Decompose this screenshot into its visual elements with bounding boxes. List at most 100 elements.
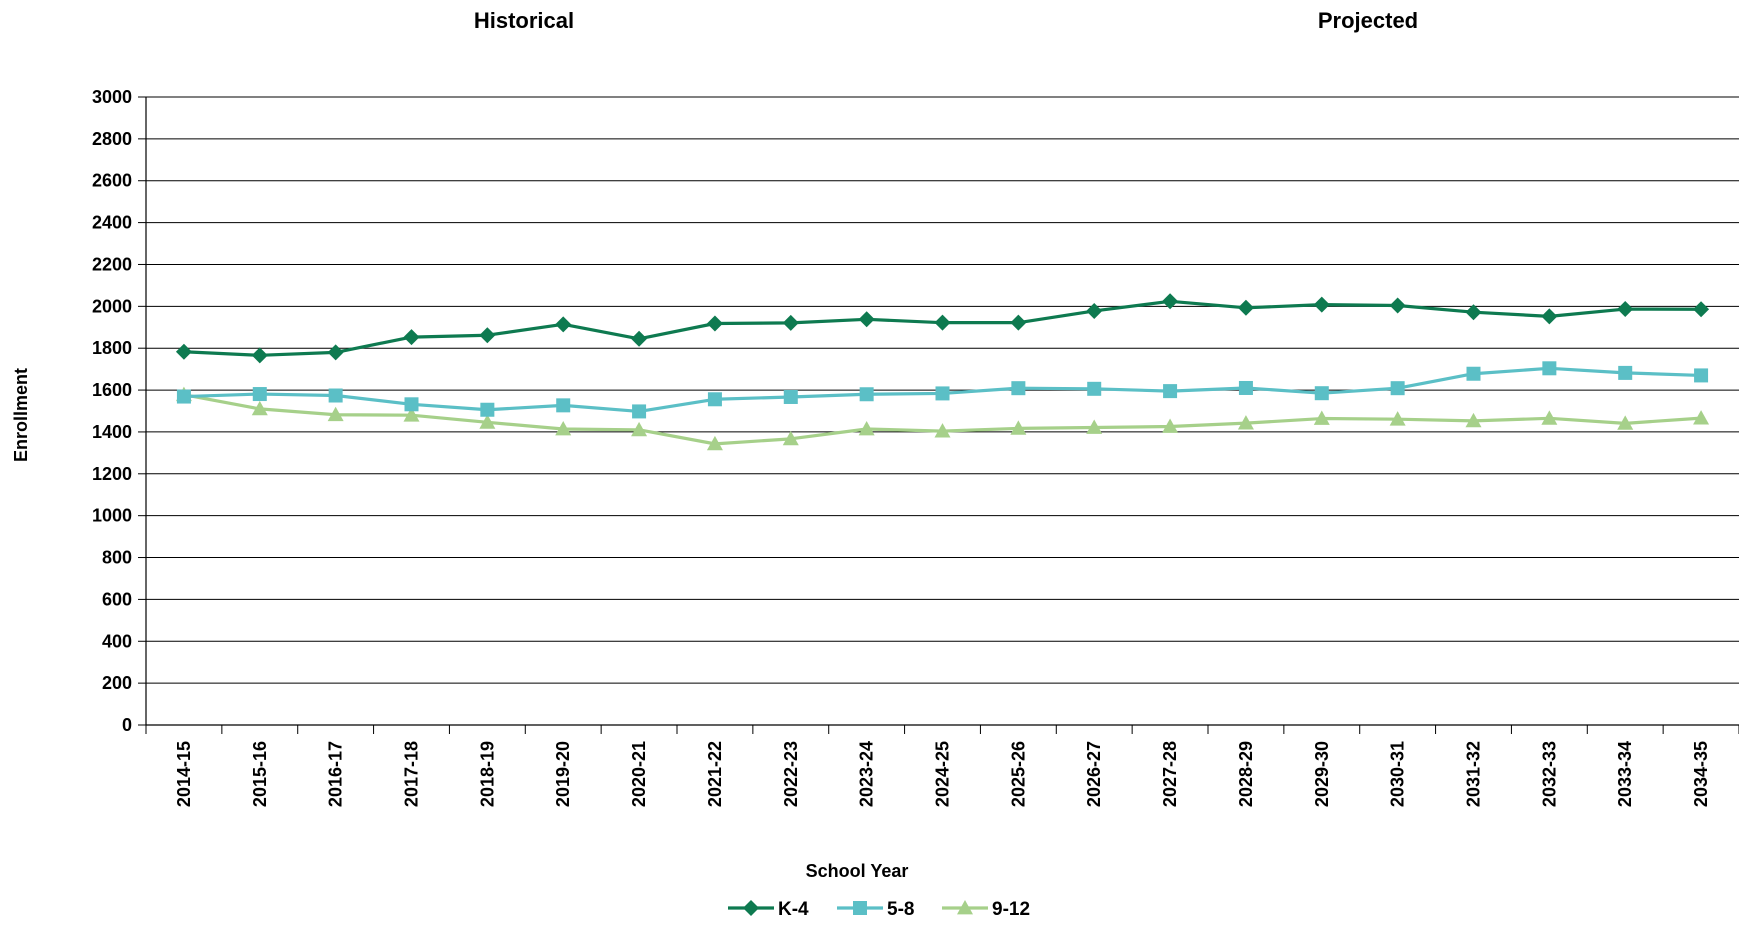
data-point-5-8 (176, 389, 191, 404)
series-9-12 (175, 386, 1710, 451)
data-point-9-12 (1693, 410, 1710, 425)
data-point-9-12 (251, 400, 268, 416)
data-point-5-8 (632, 404, 647, 419)
y-tick-label: 3000 (92, 87, 132, 107)
data-point-5-8 (1390, 381, 1405, 396)
section-label-historical: Historical (474, 8, 574, 33)
x-axis-title: School Year (806, 861, 909, 881)
legend-marker-9-12 (957, 900, 973, 915)
data-point-9-12 (934, 423, 951, 438)
x-tick-label: 2031-32 (1464, 741, 1484, 807)
y-tick-label: 1600 (92, 380, 132, 400)
data-point-k-4 (403, 329, 420, 346)
x-tick-label: 2027-28 (1160, 741, 1180, 807)
data-point-9-12 (1313, 410, 1330, 425)
legend-label-9-12: 9-12 (992, 899, 1030, 920)
data-point-9-12 (782, 430, 799, 446)
data-point-9-12 (706, 435, 723, 451)
y-tick-label: 1400 (92, 422, 132, 442)
data-point-5-8 (1694, 368, 1709, 383)
series-k-4 (175, 293, 1710, 364)
data-point-k-4 (1541, 308, 1558, 325)
series-5-8 (176, 361, 1709, 419)
data-point-k-4 (782, 314, 799, 331)
gridlines (146, 96, 1739, 684)
data-point-9-12 (1541, 410, 1558, 425)
data-point-5-8 (1618, 365, 1633, 380)
section-label-projected: Projected (1318, 8, 1418, 33)
y-tick-label: 800 (102, 548, 132, 568)
y-tick-label: 200 (102, 673, 132, 693)
data-point-9-12 (1465, 412, 1482, 428)
data-point-k-4 (175, 343, 192, 360)
legend-item-9-12: 9-12 (942, 899, 1030, 920)
x-tick-label: 2026-27 (1084, 741, 1104, 807)
data-point-k-4 (1693, 301, 1710, 318)
data-point-k-4 (934, 314, 951, 331)
y-tick-label: 600 (102, 589, 132, 609)
data-point-9-12 (555, 421, 572, 436)
legend: K-4 5-8 9-12 (728, 899, 1030, 920)
data-point-9-12 (327, 406, 344, 422)
y-tick-label: 2000 (92, 296, 132, 316)
x-tick-label: 2024-25 (933, 741, 953, 807)
data-point-9-12 (631, 421, 648, 437)
legend-label-5-8: 5-8 (887, 899, 914, 920)
y-tick-label: 1200 (92, 464, 132, 484)
legend-label-k-4: K-4 (778, 899, 809, 920)
data-point-9-12 (1010, 420, 1027, 435)
x-tick-label: 2019-20 (553, 741, 573, 807)
data-point-9-12 (1389, 411, 1406, 426)
data-point-5-8 (480, 402, 495, 417)
x-tick-label: 2029-30 (1312, 741, 1332, 807)
data-point-5-8 (707, 392, 722, 407)
y-axis-title: Enrollment (11, 368, 31, 462)
data-point-5-8 (859, 387, 874, 402)
data-point-5-8 (252, 387, 267, 402)
y-tick-label: 400 (102, 631, 132, 651)
data-point-k-4 (1617, 301, 1634, 318)
legend-marker-k-4 (743, 900, 759, 916)
data-point-9-12 (403, 407, 420, 422)
data-point-5-8 (556, 398, 571, 413)
y-tick-label: 2600 (92, 171, 132, 191)
data-point-k-4 (1237, 299, 1254, 316)
data-point-k-4 (1010, 314, 1027, 331)
y-tick-label: 1000 (92, 506, 132, 526)
data-point-9-12 (1162, 418, 1179, 433)
data-point-5-8 (1542, 361, 1557, 376)
data-point-5-8 (783, 389, 798, 404)
data-point-5-8 (1087, 381, 1102, 396)
data-point-k-4 (1465, 304, 1482, 321)
data-point-k-4 (858, 311, 875, 328)
data-point-k-4 (1086, 302, 1103, 319)
x-tick-label: 2028-29 (1236, 741, 1256, 807)
data-point-k-4 (1162, 293, 1179, 310)
data-point-5-8 (328, 388, 343, 403)
y-tick-label: 0 (122, 715, 132, 735)
data-point-9-12 (1237, 415, 1254, 430)
data-point-5-8 (1466, 366, 1481, 381)
data-point-k-4 (1313, 296, 1330, 313)
data-point-9-12 (479, 414, 496, 429)
x-tick-label: 2033-34 (1615, 741, 1635, 807)
data-point-9-12 (1086, 419, 1103, 434)
x-tick-label: 2017-18 (402, 741, 422, 807)
axes: 0 200 400 600 800 1000 1200 1400 1600 1800 2000 220… (92, 87, 1739, 807)
data-point-k-4 (251, 347, 268, 364)
data-point-k-4 (555, 316, 572, 333)
x-tick-label: 2023-24 (857, 741, 877, 807)
legend-item-5-8: 5-8 (837, 899, 914, 920)
x-tick-label: 2018-19 (477, 741, 497, 807)
data-point-k-4 (479, 327, 496, 344)
data-point-k-4 (631, 330, 648, 347)
data-point-9-12 (858, 421, 875, 436)
data-point-5-8 (1163, 384, 1178, 399)
x-tick-label: 2025-26 (1008, 741, 1028, 807)
data-point-5-8 (935, 386, 950, 401)
y-tick-label: 2800 (92, 129, 132, 149)
data-point-5-8 (1011, 381, 1026, 396)
x-tick-label: 2014-15 (174, 741, 194, 807)
